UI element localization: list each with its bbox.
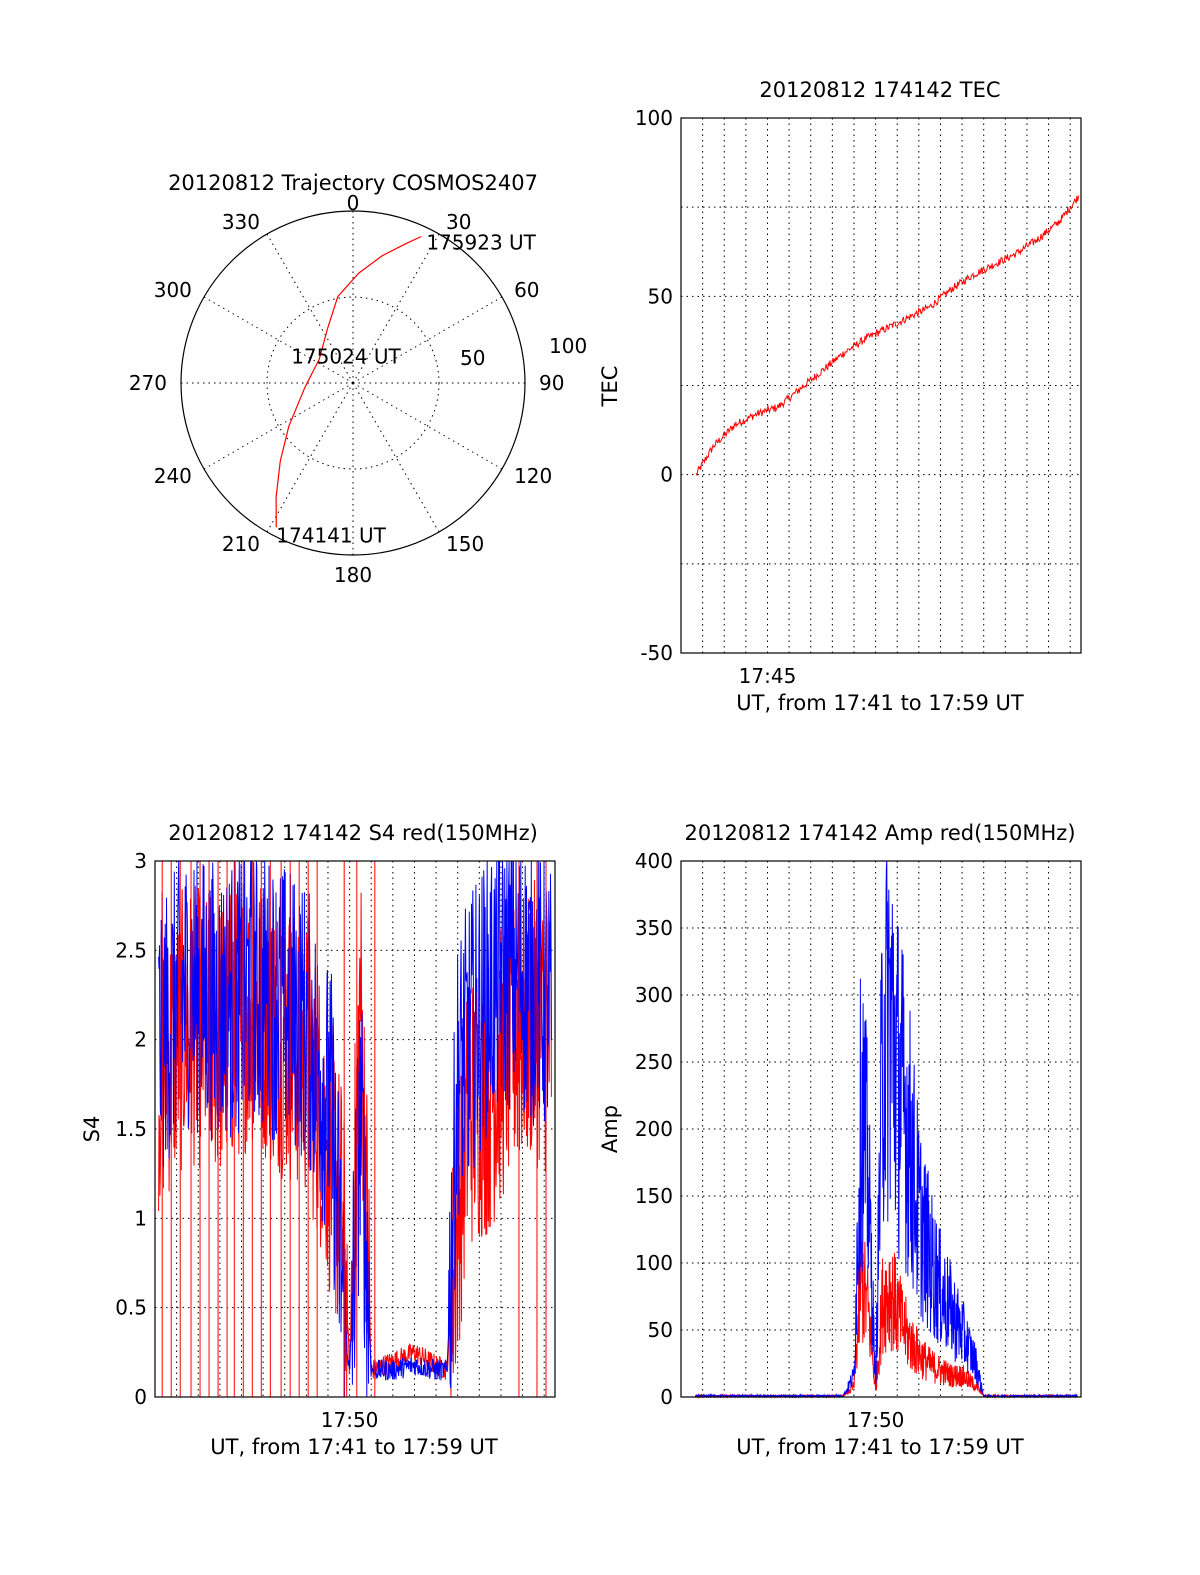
s4-tick-labels: 0 0.5 1 1.5 2 2.5 3 17:50 bbox=[115, 849, 378, 1432]
azimuth-tick-label: 30 bbox=[446, 210, 471, 234]
radial-tick-label: 100 bbox=[549, 334, 587, 358]
y-tick-label: 1 bbox=[134, 1206, 147, 1230]
s4-xlabel: UT, from 17:41 to 17:59 UT bbox=[210, 1435, 498, 1459]
y-tick-label: 0 bbox=[660, 1385, 673, 1409]
tec-panel: 20120812 174142 TEC -50 0 50 100 17:45 TEC U… bbox=[598, 78, 1082, 715]
y-tick-label: 1.5 bbox=[115, 1117, 147, 1141]
y-tick-label: 0 bbox=[134, 1385, 147, 1409]
tec-frame bbox=[680, 117, 1082, 654]
tec-grid bbox=[681, 118, 1081, 653]
azimuth-tick-label: 270 bbox=[129, 371, 167, 395]
s4-panel: 20120812 174142 S4 red(150MHz) 0 0.5 1 1.5 2… bbox=[80, 821, 556, 1459]
y-tick-label: 0.5 bbox=[115, 1296, 147, 1320]
azimuth-tick-label: 90 bbox=[539, 371, 564, 395]
tec-ylabel: TEC bbox=[598, 366, 622, 408]
s4-title: 20120812 174142 S4 red(150MHz) bbox=[168, 821, 538, 845]
series-line bbox=[158, 860, 552, 1398]
trajectory-time-label: 174141 UT bbox=[276, 523, 386, 547]
y-tick-label: 200 bbox=[635, 1117, 673, 1141]
s4-ylabel: S4 bbox=[80, 1116, 104, 1143]
s4-series bbox=[158, 860, 552, 1398]
trajectory-time-label: 175923 UT bbox=[426, 230, 536, 254]
azimuth-tick-label: 150 bbox=[446, 532, 484, 556]
tec-series bbox=[695, 195, 1079, 477]
y-tick-label: 350 bbox=[635, 916, 673, 940]
trajectory-line bbox=[275, 235, 422, 528]
amp-ylabel: Amp bbox=[598, 1105, 622, 1153]
polar-labels: 0 30 60 90 120 150 180 210 240 270 300 330 50 100 bbox=[129, 191, 587, 587]
amp-tick-labels: 0 50 100 150 200 250 300 350 400 17:50 bbox=[635, 849, 905, 1432]
azimuth-tick-label: 300 bbox=[154, 278, 192, 302]
trajectory-title: 20120812 Trajectory COSMOS2407 bbox=[168, 171, 538, 195]
polar-spoke bbox=[352, 296, 503, 384]
polar-spoke bbox=[266, 233, 354, 384]
x-tick-label: 17:50 bbox=[321, 1408, 379, 1432]
y-tick-label: 2 bbox=[134, 1028, 147, 1052]
amp-panel: 20120812 174142 Amp red(150MHz) 0 50 100 15… bbox=[598, 821, 1082, 1459]
y-tick-label: 3 bbox=[134, 849, 147, 873]
polar-spoke bbox=[203, 382, 354, 470]
radial-tick-label: 50 bbox=[460, 346, 485, 370]
y-tick-label: 400 bbox=[635, 849, 673, 873]
polar-spoke bbox=[352, 233, 440, 384]
amp-series bbox=[694, 860, 1078, 1399]
series-line bbox=[694, 860, 1078, 1399]
series-line bbox=[158, 880, 552, 1398]
tec-tick-labels: -50 0 50 100 17:45 bbox=[635, 106, 796, 688]
y-tick-label: 50 bbox=[648, 1318, 673, 1342]
y-tick-label: 0 bbox=[660, 463, 673, 487]
y-tick-label: 150 bbox=[635, 1184, 673, 1208]
y-tick-label: 2.5 bbox=[115, 938, 147, 962]
series-line bbox=[695, 1235, 1078, 1399]
azimuth-tick-label: 210 bbox=[222, 532, 260, 556]
polar-spoke bbox=[352, 382, 440, 533]
tec-title: 20120812 174142 TEC bbox=[759, 78, 1000, 102]
polar-spoke bbox=[266, 382, 354, 533]
trajectory-time-label: 175024 UT bbox=[291, 345, 401, 369]
y-tick-label: 50 bbox=[648, 284, 673, 308]
polar-grid bbox=[180, 210, 526, 556]
polar-annotations: 175923 UT 175024 UT 174141 UT bbox=[276, 230, 536, 547]
polar-series bbox=[275, 235, 422, 528]
trajectory-panel: 20120812 Trajectory COSMOS2407 0 30 60 90 12… bbox=[129, 171, 587, 587]
y-tick-label: 100 bbox=[635, 106, 673, 130]
amp-xlabel: UT, from 17:41 to 17:59 UT bbox=[736, 1435, 1024, 1459]
y-tick-label: 100 bbox=[635, 1251, 673, 1275]
polar-spoke bbox=[203, 296, 354, 384]
azimuth-tick-label: 120 bbox=[514, 464, 552, 488]
azimuth-tick-label: 330 bbox=[222, 210, 260, 234]
azimuth-tick-label: 180 bbox=[334, 563, 372, 587]
series-line bbox=[695, 195, 1079, 477]
y-tick-label: 300 bbox=[635, 983, 673, 1007]
polar-inner-ring bbox=[266, 296, 440, 470]
azimuth-tick-label: 60 bbox=[514, 278, 539, 302]
s4-frame bbox=[154, 860, 556, 1398]
x-tick-label: 17:45 bbox=[739, 664, 797, 688]
amp-title: 20120812 174142 Amp red(150MHz) bbox=[684, 821, 1075, 845]
amp-frame bbox=[680, 860, 1082, 1398]
azimuth-tick-label: 240 bbox=[154, 464, 192, 488]
y-tick-label: 250 bbox=[635, 1050, 673, 1074]
x-tick-label: 17:50 bbox=[847, 1408, 905, 1432]
tec-xlabel: UT, from 17:41 to 17:59 UT bbox=[736, 691, 1024, 715]
y-tick-label: -50 bbox=[640, 641, 673, 665]
azimuth-tick-label: 0 bbox=[347, 191, 360, 215]
polar-spoke bbox=[352, 382, 503, 470]
